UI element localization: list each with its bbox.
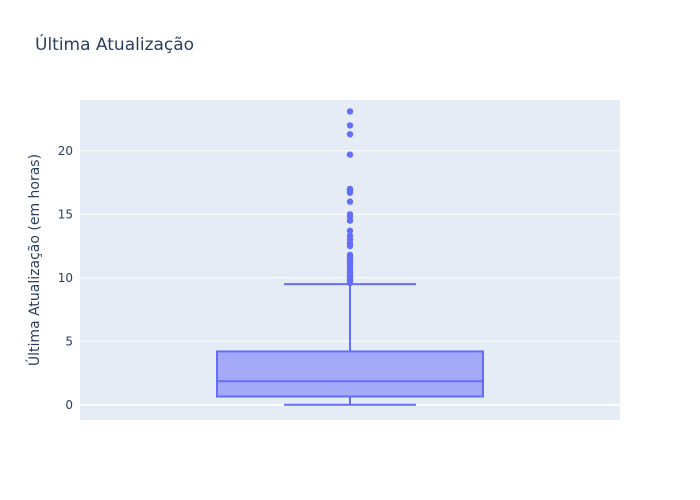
y-axis-label: Última Atualização (em horas)	[25, 154, 43, 366]
outlier-point	[346, 151, 354, 158]
outlier-point	[346, 232, 354, 240]
outlier-point	[346, 227, 354, 234]
y-tick-label: 15	[58, 207, 73, 221]
interquartile-box[interactable]	[216, 350, 484, 398]
outlier-points	[346, 108, 354, 287]
y-tick-label: 10	[58, 271, 73, 285]
y-axis-ticks: 0 5 10 15 20	[58, 144, 73, 412]
outlier-point	[346, 108, 354, 115]
outlier-point	[346, 185, 354, 193]
outlier-point	[346, 122, 354, 129]
chart-title: Última Atualização	[35, 33, 194, 55]
outlier-point	[346, 211, 354, 218]
outlier-point	[346, 251, 354, 259]
box-series[interactable]	[216, 283, 484, 406]
y-tick-label: 20	[58, 144, 73, 158]
outlier-point	[346, 198, 354, 205]
y-tick-label: 5	[65, 334, 73, 348]
y-tick-label: 0	[65, 398, 73, 412]
outlier-point	[346, 131, 354, 138]
